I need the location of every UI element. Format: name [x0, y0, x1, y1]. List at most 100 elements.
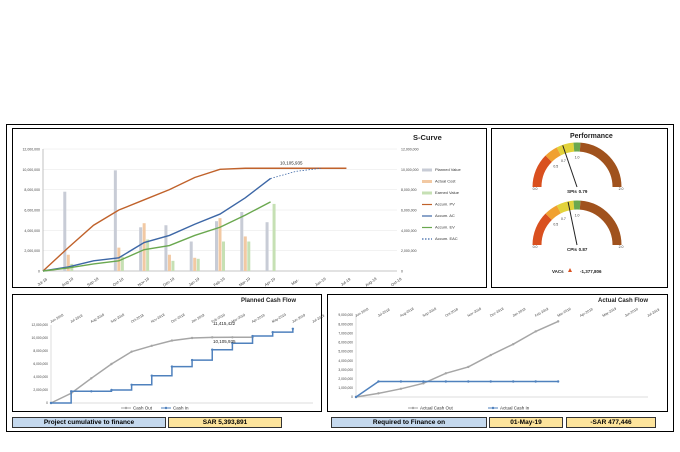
bar-planned-value — [215, 221, 218, 271]
x-tick-label: Apr-2019 — [251, 313, 266, 324]
y2-tick-label: 10,000,000 — [401, 168, 419, 172]
gauge-end-label: 0.0 — [533, 187, 538, 191]
bar-earned-value — [120, 256, 124, 271]
legend-label: Actual Cash In — [500, 406, 530, 411]
data-point — [422, 380, 425, 383]
data-point — [534, 330, 537, 333]
y2-tick-label: 8,000,000 — [401, 188, 417, 192]
data-point — [444, 380, 448, 383]
x-tick-label: Nov-2018 — [467, 307, 482, 318]
y-tick-label: 8,000,000 — [24, 188, 40, 192]
planned-cashflow-label-bottom: 10,105,935 — [213, 339, 236, 344]
y-tick-label: 0 — [46, 401, 48, 405]
x-tick-label: May-2019 — [602, 307, 618, 318]
y-tick-label: 6,000,000 — [33, 362, 48, 366]
x-tick-label: Mar-2019 — [231, 313, 246, 324]
gauge-end-label: 0.0 — [533, 245, 538, 249]
scurve-panel: S-Curve 0 2,000,000 4,000,000 6,000,000 8,00… — [12, 128, 487, 288]
data-point — [489, 380, 492, 383]
gauge-end-label: 2.0 — [619, 245, 624, 249]
data-point — [354, 395, 358, 399]
performance-title: Performance — [570, 133, 613, 140]
x-tick-label: Oct-2018 — [130, 313, 145, 324]
bar-actual-cost — [243, 236, 247, 271]
y-tick-label: 8,000,000 — [33, 349, 48, 353]
x-tick-label: Aug-18 — [61, 276, 75, 288]
data-point — [150, 374, 153, 377]
y-tick-label: 6,000,000 — [338, 341, 353, 345]
x-tick-label: Aug-2018 — [399, 307, 414, 318]
bar-planned-value — [63, 191, 67, 271]
bar-earned-value — [272, 203, 276, 271]
legend-label: Accum. EV — [435, 225, 455, 230]
x-tick-label: Jul-19 — [340, 276, 352, 287]
gauge-tick-label: 1.0 — [575, 156, 580, 160]
bar-earned-value — [222, 241, 225, 271]
data-point — [377, 380, 380, 383]
line-actual-cash-in — [355, 380, 559, 398]
x-tick-label: Apr-2019 — [579, 307, 594, 318]
legend-marker — [124, 406, 128, 410]
line-cash-out — [50, 336, 253, 404]
x-tick-label: Dec-2018 — [170, 313, 185, 324]
line-accum-ev — [42, 201, 271, 272]
bar-planned-value — [265, 222, 269, 271]
x-tick-label: Jan-2019 — [191, 313, 206, 324]
vac-value: -1,377,806 — [580, 269, 602, 274]
bar-earned-value — [196, 258, 200, 271]
actual-cashflow-chart: 0 1,000,000 2,000,000 3,000,000 4,000,000 5,0… — [338, 307, 660, 411]
data-point — [49, 401, 53, 405]
x-tick-label: Sep-18 — [86, 276, 100, 288]
required-finance-label: Required to Finance on — [331, 417, 487, 428]
bar-planned-value — [164, 225, 168, 271]
scurve-annotation: 10,105,935 — [280, 160, 303, 165]
data-point — [90, 390, 93, 393]
line-accum-ac — [42, 177, 271, 272]
gauge-tick-label: 1.0 — [575, 214, 580, 218]
data-point — [231, 342, 234, 345]
x-tick-label: Mar- — [290, 277, 300, 286]
actual-cashflow-panel: Actual Cash Flow 0 1,000,000 2,000,000 3,00… — [327, 294, 668, 412]
x-tick-label: Feb-2019 — [534, 307, 549, 318]
legend-swatch — [422, 168, 432, 172]
performance-panel: Performance 0.5 0.7 1.0 0.0 2.0 SPIs 0.79 0.5 0.… — [491, 128, 668, 288]
data-point — [399, 387, 403, 390]
data-point — [556, 320, 560, 323]
gauge-needle — [562, 145, 578, 188]
legend-marker — [164, 406, 168, 410]
x-tick-label: Jan-19 — [187, 276, 201, 288]
data-point — [422, 382, 425, 385]
x-tick-label: Jun-2018 — [50, 313, 65, 324]
gauge-segment — [545, 205, 562, 221]
x-tick-label: Feb-19 — [213, 276, 227, 288]
x-tick-label: Aug-2018 — [90, 313, 105, 324]
planned-cashflow-chart: 0 2,000,000 4,000,000 6,000,000 8,000,000 10,… — [31, 313, 326, 411]
y-tick-label: 5,000,000 — [338, 350, 353, 354]
x-tick-label: Oct-2018 — [444, 307, 459, 318]
x-tick-label: Jul-2019 — [312, 314, 326, 324]
x-tick-label: Sep-2018 — [110, 313, 125, 324]
bar-planned-value — [113, 170, 117, 271]
required-finance-date: 01-May-19 — [489, 417, 563, 428]
bar-actual-cost — [193, 257, 197, 271]
legend-label: Actual Cash Out — [420, 406, 454, 411]
gauge-label: CPIs — [567, 247, 578, 252]
scurve-title: S-Curve — [413, 133, 442, 142]
legend-swatch — [422, 191, 432, 195]
required-finance-value: -SAR 477,446 — [566, 417, 656, 428]
y-tick-label: 2,000,000 — [24, 249, 40, 253]
gauge-segment — [532, 213, 553, 246]
data-point — [150, 344, 153, 347]
y-tick-label: 12,000,000 — [22, 148, 40, 152]
legend-label: Earned Value — [435, 190, 460, 195]
data-point — [489, 353, 492, 357]
data-point — [444, 372, 448, 375]
data-point — [130, 383, 133, 386]
y-tick-label: 4,000,000 — [24, 229, 40, 233]
bar-planned-value — [139, 227, 143, 271]
gauge-tick-label: 0.5 — [553, 164, 558, 168]
scurve-chart: 0 2,000,000 4,000,000 6,000,000 8,000,000 10,… — [22, 148, 462, 288]
legend-label: Planned Value — [435, 167, 462, 172]
line-accum-pv — [42, 167, 347, 272]
